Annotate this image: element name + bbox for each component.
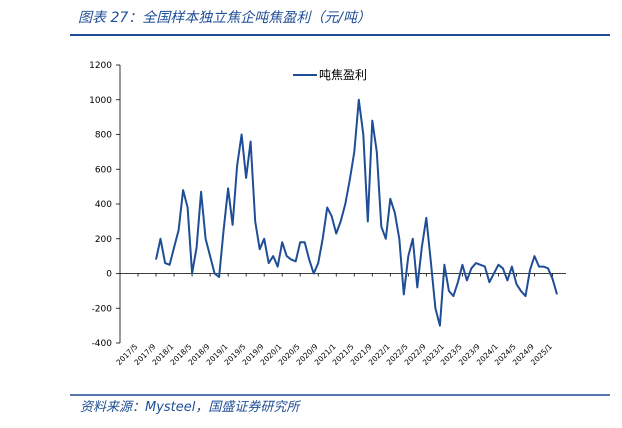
y-tick-label: 400 — [95, 200, 112, 210]
line-series — [155, 98, 558, 327]
y-tick-label: 1200 — [89, 61, 112, 71]
y-tick-label: 600 — [95, 165, 112, 175]
y-tick-label: -400 — [92, 339, 113, 349]
y-tick-label: -200 — [92, 304, 113, 314]
source: 资料来源：Mysteel，国盛证券研究所 — [80, 399, 301, 415]
y-tick-label: 0 — [106, 270, 112, 280]
chart-title: 图表 27：全国样本独立焦企吨焦盈利（元/吨） — [78, 10, 371, 26]
y-tick-label: 800 — [95, 131, 112, 141]
y-tick-label: 1000 — [89, 96, 112, 106]
legend-label: 吨焦盈利 — [319, 68, 367, 82]
y-tick-label: 200 — [95, 235, 112, 245]
